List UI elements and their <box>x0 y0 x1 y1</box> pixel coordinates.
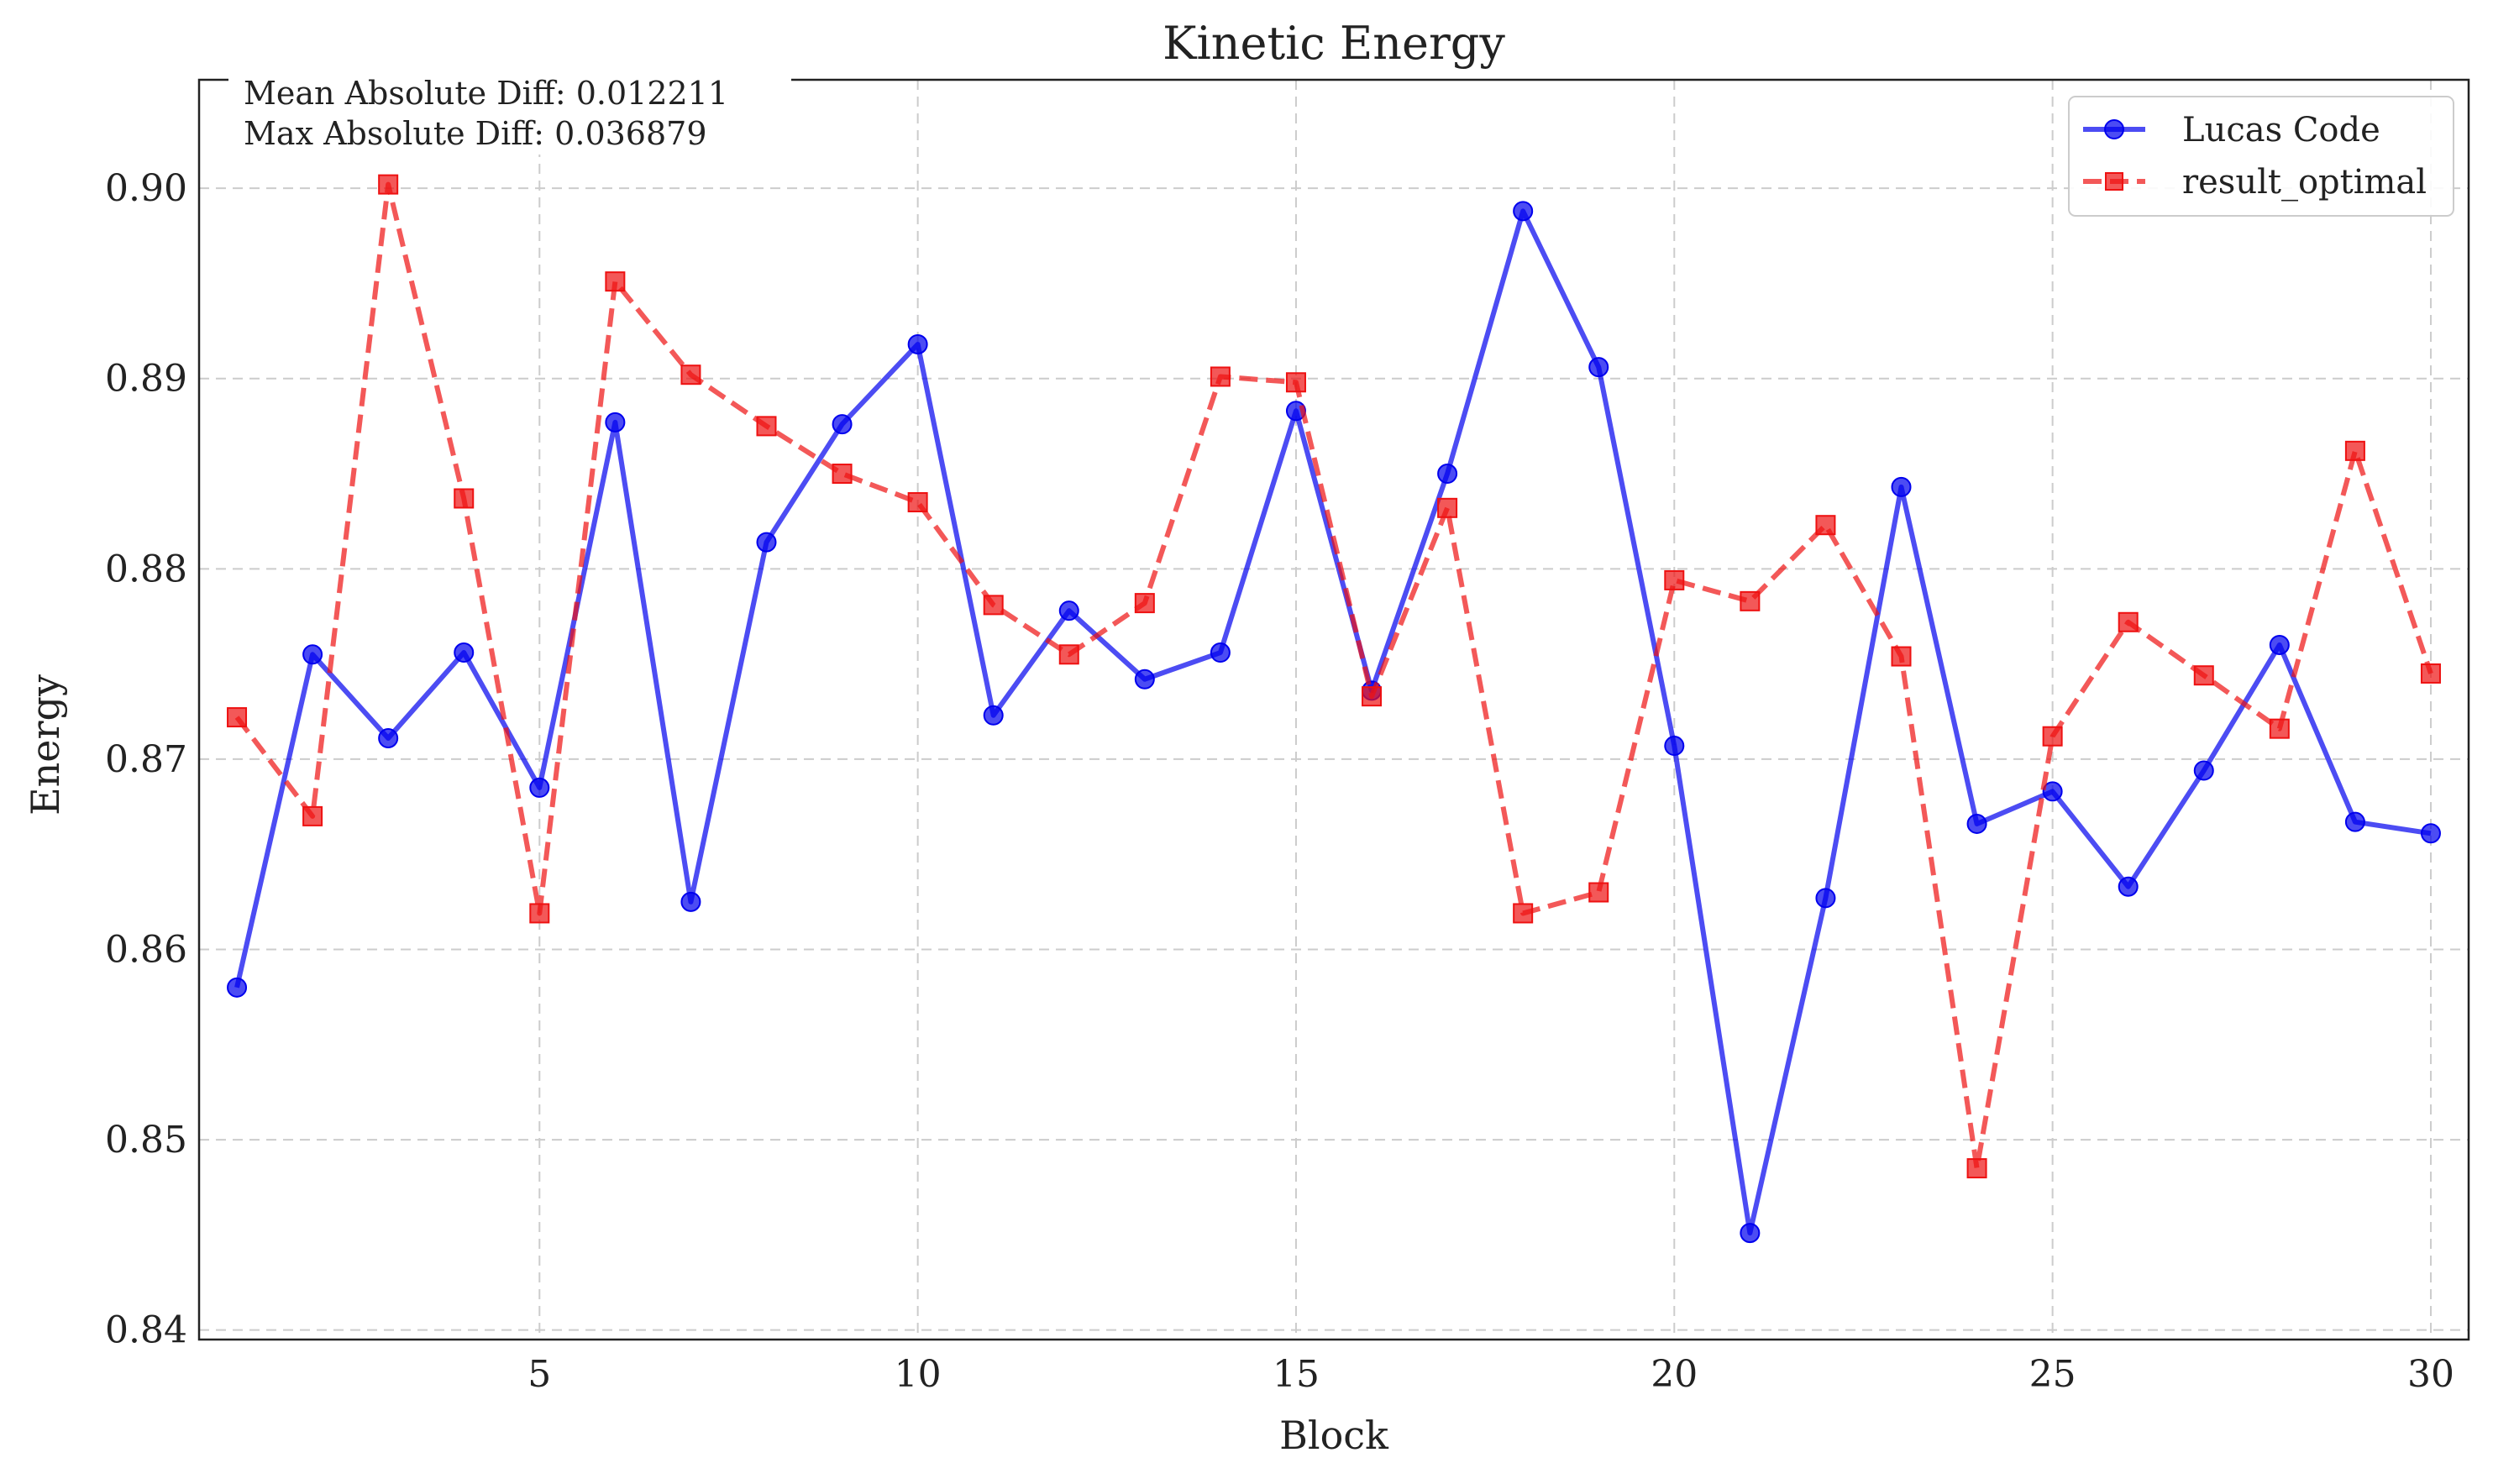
data-point <box>832 414 853 435</box>
data-point <box>1285 372 1306 393</box>
data-point <box>680 891 701 912</box>
data-point <box>227 977 248 998</box>
data-point <box>454 488 475 509</box>
data-point <box>983 595 1004 616</box>
data-point <box>1740 1223 1761 1244</box>
data-point <box>983 705 1004 726</box>
data-point <box>1210 366 1231 387</box>
series-line-result <box>234 181 2433 1172</box>
data-point <box>302 805 323 826</box>
legend-marker-result <box>2105 172 2123 191</box>
data-point <box>1362 686 1383 707</box>
data-point <box>1513 201 1534 222</box>
data-point <box>605 412 626 433</box>
x-tick-label: 30 <box>2407 1353 2454 1396</box>
x-tick-label: 15 <box>1273 1353 1320 1396</box>
stats-max-diff: Max Absolute Diff: 0.036879 <box>244 115 707 152</box>
data-point <box>1664 569 1685 590</box>
data-point <box>2118 611 2139 632</box>
y-tick-label: 0.89 <box>105 358 187 401</box>
data-point <box>756 416 777 437</box>
data-point <box>1891 646 1912 667</box>
y-tick-label: 0.87 <box>105 738 187 781</box>
data-point <box>378 727 399 748</box>
data-point <box>529 903 550 924</box>
x-tick-label: 25 <box>2029 1353 2076 1396</box>
data-point <box>2193 760 2214 781</box>
data-point <box>454 642 475 663</box>
data-point <box>1134 593 1155 614</box>
data-point <box>1513 903 1534 924</box>
data-point <box>1437 497 1458 518</box>
legend-box <box>2068 96 2454 217</box>
data-point <box>605 271 626 292</box>
chart-title: Kinetic Energy <box>1163 17 1505 70</box>
y-tick-label: 0.85 <box>105 1119 187 1162</box>
data-point <box>2269 634 2290 655</box>
series-result <box>227 174 2441 1179</box>
legend: Lucas Code result_optimal <box>2068 96 2454 217</box>
y-tick-label: 0.88 <box>105 548 187 590</box>
data-point <box>2420 663 2441 684</box>
data-point <box>1966 813 1987 834</box>
x-ticks: 5 10 15 20 25 30 <box>527 1353 2454 1396</box>
data-point <box>2344 811 2365 832</box>
data-point <box>1891 476 1912 497</box>
data-point <box>1815 888 1836 909</box>
data-point <box>1740 590 1761 611</box>
data-point <box>1815 515 1836 536</box>
y-tick-label: 0.90 <box>105 167 187 210</box>
y-tick-label: 0.84 <box>105 1309 187 1352</box>
data-point <box>907 492 928 513</box>
data-point <box>1664 736 1685 757</box>
legend-label-result: result_optimal <box>2182 163 2427 202</box>
stats-mean-diff: Mean Absolute Diff: 0.012211 <box>244 75 728 112</box>
data-point <box>1588 357 1609 378</box>
x-tick-label: 10 <box>895 1353 942 1396</box>
data-point <box>1058 600 1079 621</box>
data-point <box>832 464 853 485</box>
data-point <box>2042 726 2063 747</box>
data-point <box>1588 882 1609 903</box>
x-tick-label: 20 <box>1651 1353 1698 1396</box>
stats-annotation-box <box>228 67 791 155</box>
series-line-lucas <box>234 208 2432 1236</box>
data-point <box>680 364 701 385</box>
data-point <box>2042 781 2063 802</box>
data-point <box>756 532 777 553</box>
y-ticks: 0.84 0.85 0.86 0.87 0.88 0.89 0.90 <box>105 167 187 1352</box>
data-point <box>1134 669 1155 690</box>
data-point <box>2344 440 2365 461</box>
data-point <box>2420 823 2441 844</box>
data-point <box>227 707 248 728</box>
data-point <box>907 333 928 354</box>
legend-marker-lucas <box>2104 119 2124 139</box>
series-lucas <box>227 201 2441 1244</box>
data-point <box>2118 876 2139 897</box>
data-point <box>2269 718 2290 739</box>
data-point <box>1210 642 1231 663</box>
data-point <box>529 777 550 798</box>
data-point <box>2193 665 2214 686</box>
data-point <box>1966 1158 1987 1179</box>
legend-label-lucas: Lucas Code <box>2182 111 2380 149</box>
stats-annotation: Mean Absolute Diff: 0.012211 Max Absolut… <box>228 67 791 155</box>
data-point <box>378 174 399 195</box>
y-axis-label: Energy <box>23 674 68 815</box>
y-tick-label: 0.86 <box>105 928 187 971</box>
x-tick-label: 5 <box>527 1353 551 1396</box>
plot-frame <box>197 78 2470 1341</box>
data-point <box>302 644 323 665</box>
data-point <box>1437 464 1458 485</box>
x-axis-label: Block <box>1279 1413 1389 1458</box>
series-layer <box>227 174 2441 1244</box>
data-point <box>1058 644 1079 665</box>
grid <box>199 80 2469 1340</box>
